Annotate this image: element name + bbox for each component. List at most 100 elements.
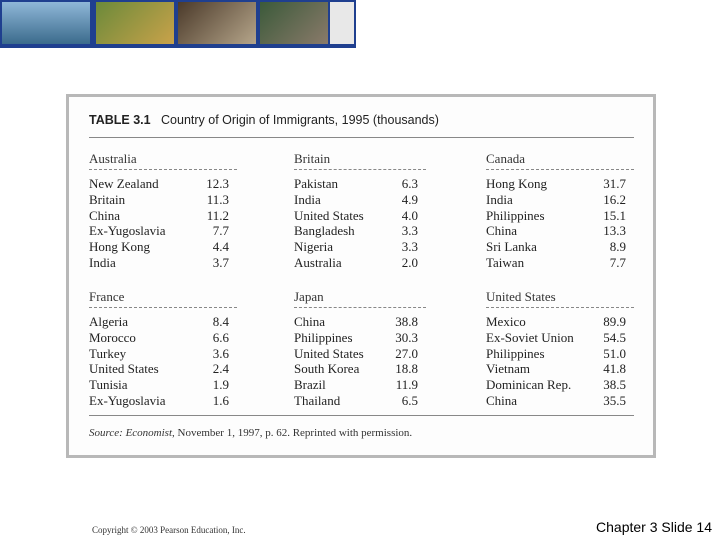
country: Australia	[294, 255, 342, 270]
group-name: United States	[486, 289, 556, 304]
country: Dominican Rep.	[486, 377, 572, 393]
country: Turkey	[89, 345, 127, 361]
value: 7.7	[212, 223, 229, 239]
country: Bangladesh	[294, 223, 355, 239]
value: 6.6	[212, 329, 229, 345]
country: Philippines	[486, 207, 545, 223]
value: 7.7	[609, 255, 626, 270]
value: 31.7	[603, 176, 626, 191]
value: 8.4	[212, 314, 229, 329]
country: Brazil	[294, 377, 326, 393]
source-rest: , November 1, 1997, p. 62. Reprinted wit…	[172, 427, 413, 439]
country: Britain	[89, 191, 126, 207]
divider	[486, 169, 634, 170]
country: Ex-Soviet Union	[486, 329, 574, 345]
table-box: TABLE 3.1 Country of Origin of Immigrant…	[66, 94, 656, 458]
country: Taiwan	[486, 255, 525, 270]
value: 27.0	[395, 345, 418, 361]
value: 3.3	[401, 239, 418, 255]
value: 6.3	[401, 176, 418, 191]
country: Pakistan	[294, 176, 339, 191]
country: United States	[294, 207, 364, 223]
source: Source: Economist, November 1, 1997, p. …	[89, 427, 412, 439]
table-heading: TABLE 3.1 Country of Origin of Immigrant…	[89, 113, 439, 127]
country: Vietnam	[486, 361, 530, 377]
country: Thailand	[294, 393, 341, 408]
value: 2.0	[401, 255, 418, 270]
photo	[260, 2, 328, 44]
value: 18.8	[395, 361, 418, 377]
table-title: Country of Origin of Immigrants, 1995 (t…	[161, 113, 439, 127]
country: China	[294, 314, 326, 329]
divider	[89, 307, 237, 308]
photo	[178, 2, 256, 44]
country: India	[294, 191, 321, 207]
value: 4.4	[212, 239, 229, 255]
value: 1.9	[212, 377, 229, 393]
country: Hong Kong	[89, 239, 151, 255]
value: 3.3	[401, 223, 418, 239]
country: India	[89, 255, 116, 270]
divider	[294, 307, 426, 308]
value: 4.9	[401, 191, 418, 207]
value: 35.5	[603, 393, 626, 408]
value: 13.3	[603, 223, 626, 239]
value: 15.1	[603, 207, 626, 223]
country: Sri Lanka	[486, 239, 537, 255]
country: China	[89, 207, 121, 223]
country: China	[486, 223, 518, 239]
country: Ex-Yugoslavia	[89, 393, 166, 408]
value: 16.2	[603, 191, 626, 207]
value: 3.6	[212, 345, 229, 361]
value: 2.4	[212, 361, 229, 377]
value: 38.5	[603, 377, 626, 393]
rule	[89, 137, 634, 138]
group-name: Canada	[486, 151, 525, 166]
country: Mexico	[486, 314, 526, 329]
value: 51.0	[603, 345, 626, 361]
country: New Zealand	[89, 176, 159, 191]
source-publication: Economist	[125, 427, 173, 439]
country: Ex-Yugoslavia	[89, 223, 166, 239]
value: 89.9	[603, 314, 626, 329]
group-name: France	[89, 289, 125, 304]
country: Tunisia	[89, 377, 128, 393]
value: 30.3	[395, 329, 418, 345]
rule	[89, 415, 634, 416]
divider	[486, 307, 634, 308]
group-name: Australia	[89, 151, 137, 166]
value: 1.6	[212, 393, 229, 408]
photo	[330, 2, 354, 44]
country: Philippines	[486, 345, 545, 361]
value: 11.3	[206, 191, 229, 207]
value: 54.5	[603, 329, 626, 345]
country: Philippines	[294, 329, 353, 345]
value: 8.9	[609, 239, 626, 255]
value: 3.7	[212, 255, 229, 270]
country: Hong Kong	[486, 176, 548, 191]
country: South Korea	[294, 361, 360, 377]
country: Algeria	[89, 314, 128, 329]
copyright: Copyright © 2003 Pearson Education, Inc.	[92, 525, 246, 535]
value: 38.8	[395, 314, 418, 329]
value: 6.5	[401, 393, 418, 408]
value: 41.8	[603, 361, 626, 377]
country: United States	[294, 345, 364, 361]
group-name: Britain	[294, 151, 331, 166]
country: China	[486, 393, 518, 408]
value: 11.2	[206, 207, 229, 223]
value: 11.9	[395, 377, 418, 393]
banner	[0, 0, 356, 48]
value: 4.0	[401, 207, 418, 223]
country: India	[486, 191, 513, 207]
value: 12.3	[206, 176, 229, 191]
country: Nigeria	[294, 239, 333, 255]
photo	[2, 2, 90, 44]
group-name: Japan	[294, 289, 324, 304]
slide-number: Chapter 3 Slide 14	[596, 519, 712, 535]
country: Morocco	[89, 329, 136, 345]
divider	[294, 169, 426, 170]
source-label: Source:	[89, 427, 123, 439]
photo	[96, 2, 174, 44]
